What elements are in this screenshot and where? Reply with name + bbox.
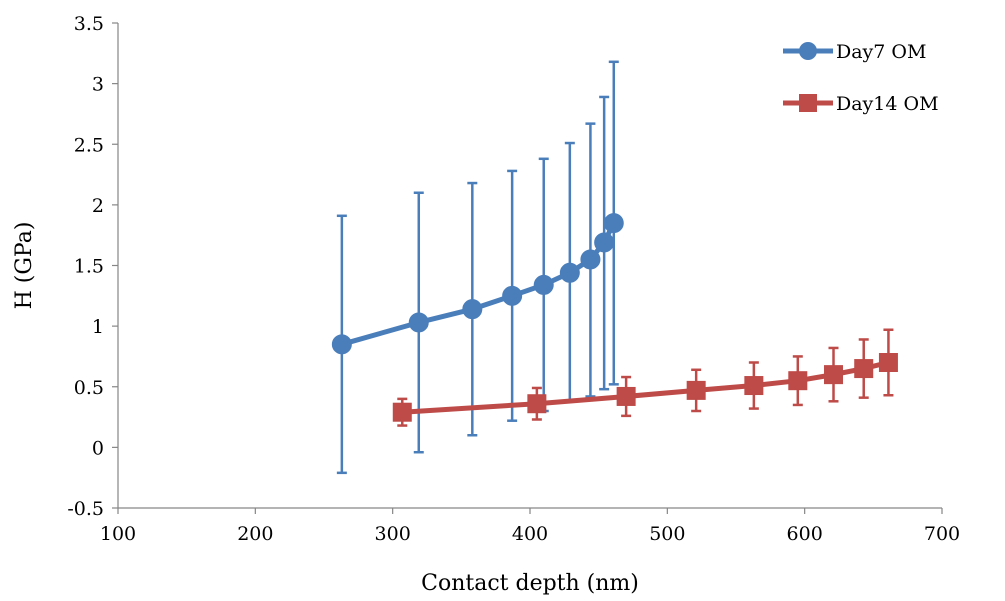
axes <box>117 23 942 509</box>
data-point <box>824 365 844 385</box>
y-tick-label: -0.5 <box>67 498 104 520</box>
x-tick-label: 400 <box>512 523 548 545</box>
y-ticks: -0.5 0 0.5 1 1.5 2 2.5 3 3.5 <box>67 13 118 520</box>
legend-label-day7: Day7 OM <box>836 41 926 63</box>
data-point <box>392 402 412 422</box>
data-point <box>878 353 898 372</box>
series-line <box>402 360 890 415</box>
data-point <box>559 262 580 283</box>
legend-entry-day14: Day14 OM <box>783 93 939 115</box>
y-tick-label: 0 <box>92 437 104 459</box>
x-tick-label: 500 <box>649 523 685 545</box>
y-tick-label: 0.5 <box>74 377 104 399</box>
data-point <box>744 376 764 396</box>
y-axis-title: H (GPa) <box>12 222 37 310</box>
data-point <box>502 285 523 306</box>
legend-marker-day14 <box>799 94 817 112</box>
data-point <box>686 380 706 400</box>
x-ticks: 100 200 300 400 500 600 700 <box>100 508 960 545</box>
data-point <box>854 359 874 379</box>
data-point <box>462 299 483 320</box>
y-tick-label: 1.5 <box>74 256 104 278</box>
data-point <box>408 312 429 333</box>
series-layer <box>331 60 898 475</box>
series-day14 <box>392 328 898 427</box>
series-day7 <box>331 60 624 475</box>
x-tick-label: 200 <box>237 523 273 545</box>
legend-entry-day7: Day7 OM <box>783 41 926 63</box>
data-point <box>580 249 601 270</box>
y-tick-label: 2.5 <box>74 134 104 156</box>
data-point <box>788 371 808 391</box>
data-point <box>603 213 624 234</box>
data-point <box>527 394 547 414</box>
x-axis-title: Contact depth (nm) <box>421 571 639 596</box>
legend: Day7 OM Day14 OM <box>783 41 939 115</box>
data-point <box>616 386 636 406</box>
x-tick-label: 300 <box>375 523 411 545</box>
x-tick-label: 700 <box>924 523 960 545</box>
legend-label-day14: Day14 OM <box>836 93 939 115</box>
x-tick-label: 600 <box>787 523 823 545</box>
y-tick-label: 1 <box>92 316 104 338</box>
y-tick-label: 3.5 <box>74 13 104 35</box>
data-point <box>594 232 615 253</box>
x-tick-label: 100 <box>100 523 136 545</box>
data-point <box>331 334 352 355</box>
y-tick-label: 3 <box>92 74 104 96</box>
y-tick-label: 2 <box>92 195 104 217</box>
data-point <box>533 274 554 295</box>
series-line <box>341 221 617 347</box>
legend-marker-day7 <box>799 42 817 60</box>
